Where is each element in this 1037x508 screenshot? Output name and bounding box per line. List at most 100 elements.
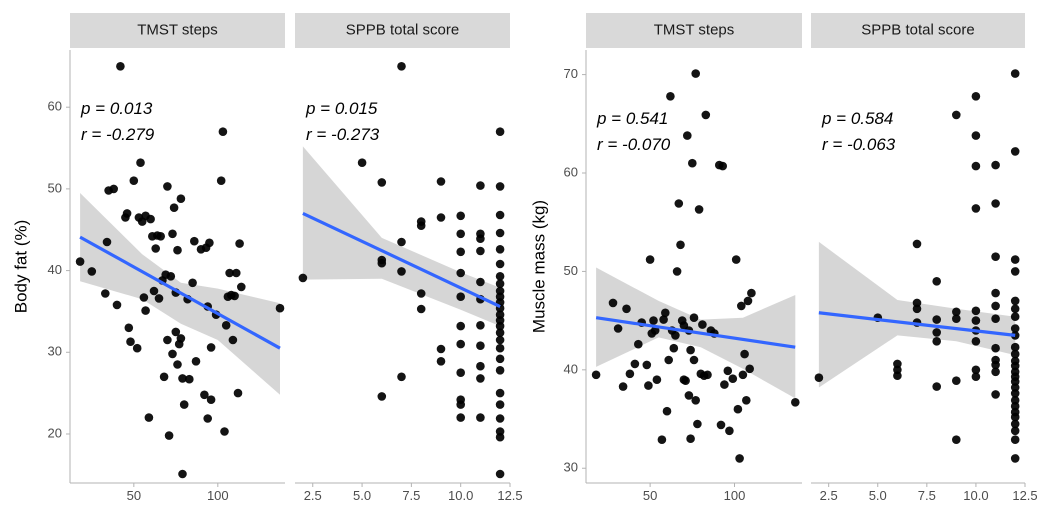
- data-point: [173, 360, 182, 369]
- data-point: [456, 368, 466, 378]
- data-point: [377, 258, 387, 268]
- data-point: [159, 372, 169, 382]
- data-point: [735, 454, 744, 463]
- confidence-band: [302, 146, 501, 327]
- data-point: [495, 259, 505, 269]
- data-point: [912, 304, 922, 314]
- data-point: [397, 237, 406, 247]
- data-point: [743, 296, 753, 306]
- data-point: [642, 360, 652, 370]
- data-point: [674, 199, 684, 208]
- data-point: [952, 376, 961, 386]
- data-point: [168, 229, 177, 239]
- data-point: [952, 307, 961, 317]
- data-point: [235, 239, 244, 248]
- data-point: [495, 321, 505, 331]
- x-tick-label: 100: [724, 488, 746, 503]
- data-point: [456, 247, 466, 257]
- data-point: [1010, 361, 1020, 371]
- data-point: [698, 320, 707, 329]
- data-point: [1010, 324, 1020, 333]
- data-point: [691, 69, 700, 78]
- data-point: [893, 365, 902, 375]
- data-point: [171, 327, 181, 337]
- data-point: [436, 357, 446, 366]
- data-point: [436, 177, 446, 186]
- data-point: [136, 158, 145, 167]
- data-point: [101, 289, 110, 298]
- data-point: [991, 390, 1000, 399]
- data-point: [691, 396, 700, 405]
- r-value-annotation: r = -0.273: [306, 125, 380, 144]
- data-point: [176, 334, 186, 343]
- data-point: [971, 337, 981, 346]
- data-point: [416, 289, 426, 298]
- data-point: [122, 209, 132, 218]
- data-point: [652, 375, 662, 385]
- data-point: [163, 182, 172, 191]
- facet-strip-label: SPPB total score: [346, 21, 459, 38]
- data-point: [1010, 426, 1020, 436]
- data-point: [173, 245, 182, 255]
- data-point: [669, 343, 679, 353]
- y-tick-label: 40: [48, 262, 62, 277]
- data-point: [952, 435, 961, 445]
- data-point: [144, 413, 154, 422]
- data-point: [416, 221, 426, 230]
- data-point: [1010, 401, 1020, 411]
- data-point: [672, 267, 682, 276]
- y-axis-title: Muscle mass (kg): [529, 200, 548, 333]
- y-axis-title: Body fat (%): [11, 220, 30, 314]
- data-point: [225, 268, 234, 278]
- data-point: [191, 357, 201, 366]
- data-point: [971, 161, 981, 171]
- y-tick-label: 40: [564, 361, 578, 376]
- data-point: [731, 255, 741, 264]
- data-point: [495, 400, 505, 409]
- data-point: [168, 349, 177, 359]
- data-point: [495, 127, 505, 136]
- data-point: [991, 288, 1000, 298]
- data-point: [139, 293, 149, 302]
- data-point: [75, 257, 85, 266]
- data-point: [275, 303, 285, 313]
- x-tick-label: 10.0: [963, 488, 988, 503]
- data-point: [1010, 147, 1020, 156]
- data-point: [178, 469, 187, 479]
- data-point: [684, 391, 694, 400]
- chart-2: Muscle mass (kg) 30 40 50 60 70 TMST steps 50 10…: [529, 13, 1037, 503]
- data-point: [630, 359, 640, 369]
- x-tick-label: 2.5: [304, 488, 322, 503]
- data-point: [178, 374, 187, 383]
- data-point: [693, 419, 702, 429]
- data-point: [1010, 389, 1020, 398]
- r-value-annotation: r = -0.070: [597, 135, 671, 154]
- x-tick-label: 7.5: [918, 488, 936, 503]
- x-tick-label: 5.0: [869, 488, 887, 503]
- data-point: [720, 380, 729, 389]
- data-point: [613, 324, 623, 333]
- data-point: [932, 328, 941, 337]
- y-tick-label: 60: [48, 99, 62, 114]
- data-point: [495, 335, 505, 345]
- data-point: [495, 228, 505, 238]
- data-point: [495, 245, 505, 254]
- data-point: [661, 308, 670, 318]
- data-point: [1010, 412, 1020, 422]
- data-point: [476, 277, 485, 287]
- data-point: [649, 316, 658, 325]
- data-point: [456, 229, 466, 239]
- p-value-annotation: p = 0.541: [596, 109, 668, 128]
- facet-panel: TMST steps 50 100 p = 0.013 r = -0.279: [70, 13, 285, 503]
- y-tick-label: 60: [564, 164, 578, 179]
- data-point: [200, 390, 209, 400]
- facet-panel: SPPB total score 2.5 5.0 7.5 10.0 12.5 p = 0.5…: [811, 13, 1037, 503]
- data-point: [991, 343, 1000, 353]
- x-tick-label: 7.5: [402, 488, 420, 503]
- data-point: [154, 294, 164, 303]
- data-point: [456, 413, 466, 422]
- data-point: [971, 204, 981, 213]
- data-point: [1010, 454, 1020, 463]
- x-tick-label: 50: [127, 488, 141, 503]
